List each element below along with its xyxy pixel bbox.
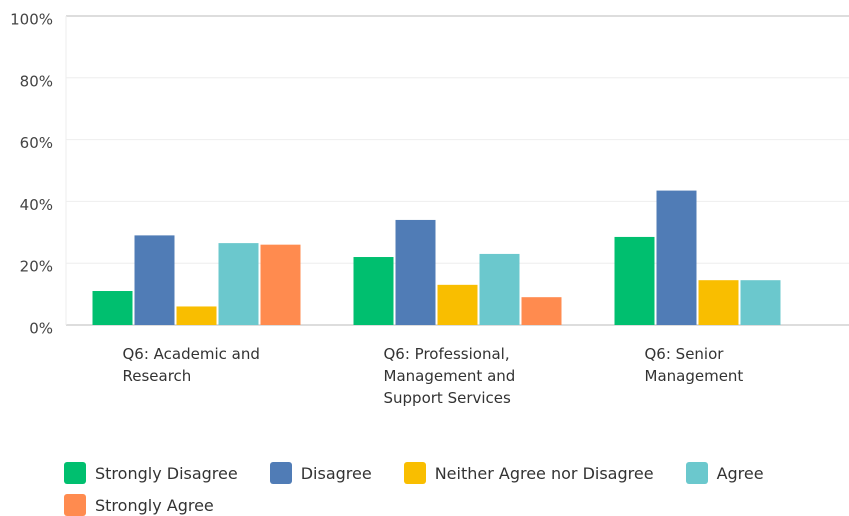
x-tick-label: Q6: Professional, Management and Support… — [383, 345, 516, 407]
legend-label: Strongly Disagree — [95, 463, 238, 483]
legend-label: Disagree — [300, 463, 372, 483]
legend-item: Strongly Disagree — [64, 462, 238, 484]
bar — [260, 244, 301, 325]
bar — [218, 243, 259, 325]
legend: Strongly Disagree Disagree Neither Agree n… — [64, 462, 844, 516]
bar — [521, 297, 562, 325]
legend-label: Agree — [716, 463, 764, 483]
bar — [92, 291, 133, 325]
legend-swatch — [64, 462, 86, 484]
legend-item: Agree — [685, 462, 764, 484]
chart: 0% 20% 40% 60% 80% 100% — [10, 11, 849, 338]
bar — [395, 219, 436, 325]
legend-swatch — [269, 462, 292, 484]
bar — [176, 306, 217, 325]
bar — [656, 190, 697, 325]
legend-item: Disagree — [269, 462, 372, 484]
bar — [740, 280, 781, 325]
bar — [353, 257, 394, 325]
legend-swatch — [685, 462, 708, 484]
legend-item: Strongly Agree — [64, 494, 214, 516]
legend-label: Neither Agree nor Disagree — [434, 463, 654, 483]
y-tick-label: 60% — [20, 134, 53, 152]
y-tick-label: 80% — [20, 72, 53, 90]
y-tick-label: 100% — [10, 11, 53, 29]
legend-label: Strongly Agree — [95, 495, 214, 515]
legend-item: Neither Agree nor Disagree — [403, 462, 654, 484]
legend-swatch — [403, 462, 426, 484]
y-tick-label: 20% — [20, 258, 53, 276]
x-tick-label: Q6: Senior Management — [644, 345, 744, 385]
y-tick-label: 0% — [29, 320, 53, 338]
bar — [134, 235, 175, 325]
bar — [479, 253, 520, 325]
x-tick-label: Q6: Academic and Research — [122, 345, 260, 385]
bar — [437, 284, 478, 325]
bar — [614, 236, 655, 325]
bar — [698, 280, 739, 325]
y-tick-label: 40% — [20, 196, 53, 214]
legend-swatch — [64, 494, 86, 516]
